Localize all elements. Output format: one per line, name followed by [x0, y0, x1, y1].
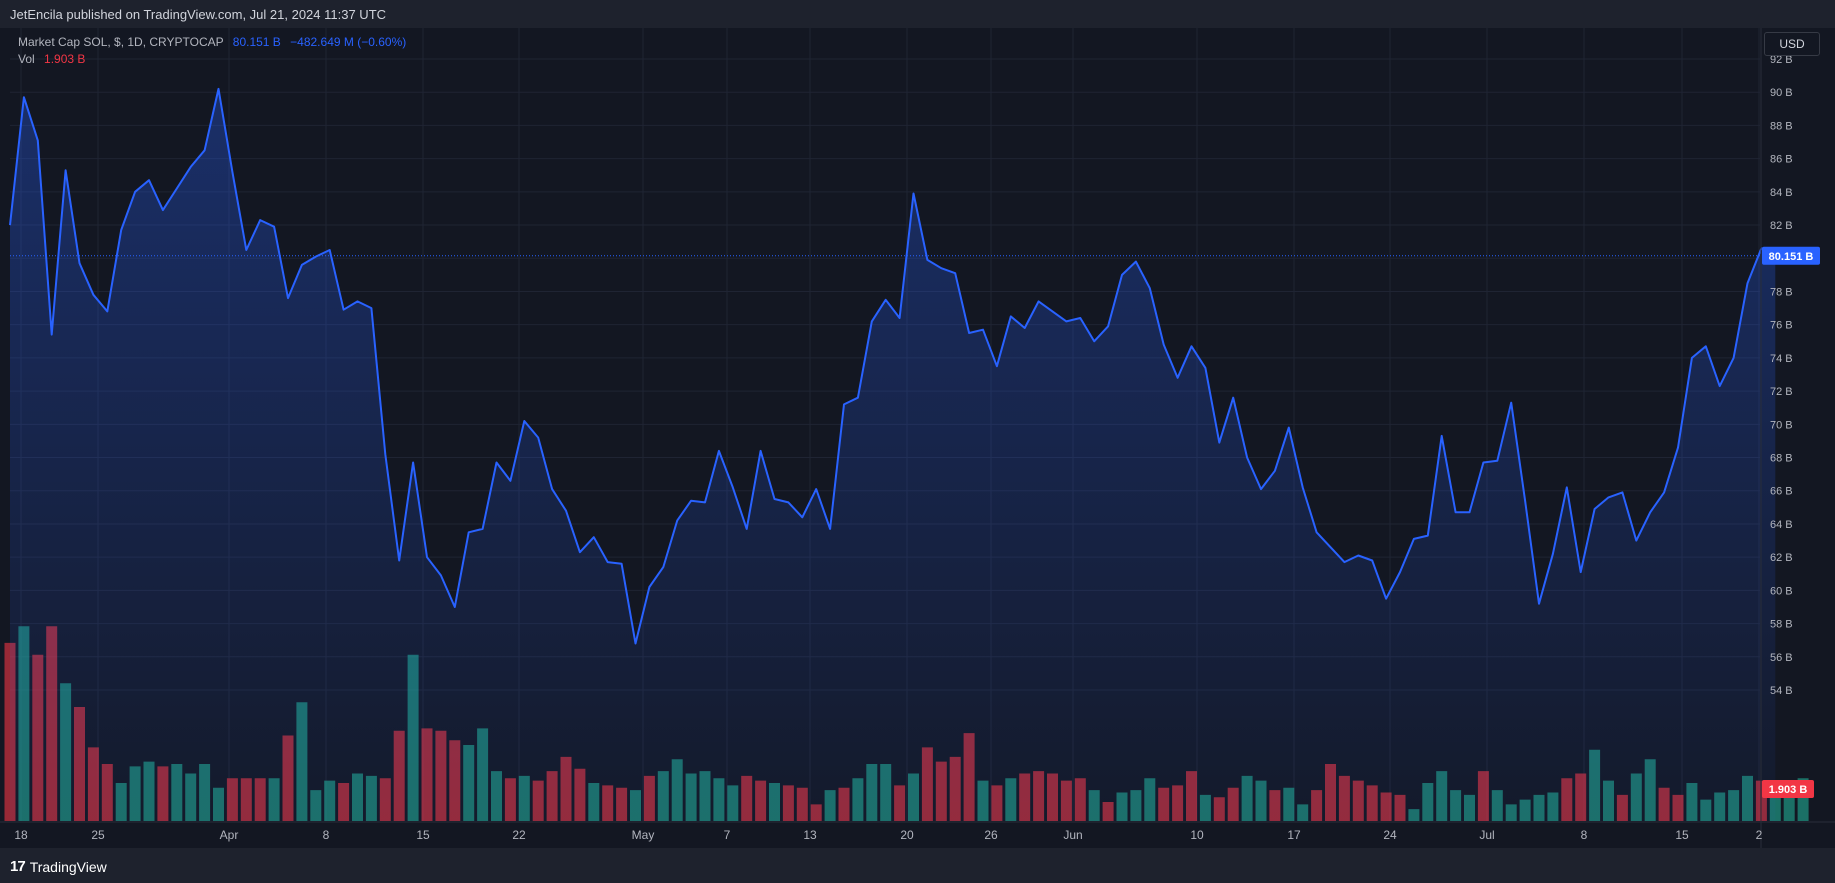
x-tick-label: 17 — [1287, 828, 1301, 842]
x-tick-label: Apr — [220, 828, 239, 842]
x-tick-label: Jul — [1479, 828, 1494, 842]
y-tick-label: 84 B — [1770, 187, 1793, 199]
y-tick-label: 90 B — [1770, 87, 1793, 99]
y-tick-label: 82 B — [1770, 220, 1793, 232]
y-tick-label: 68 B — [1770, 453, 1793, 465]
brand-name[interactable]: TradingView — [29, 858, 107, 875]
price-line — [9, 87, 1776, 645]
y-tick-label: 70 B — [1770, 419, 1793, 431]
publish-line: JetEncila published on TradingView.com, … — [10, 6, 387, 22]
legend: Market Cap SOL, $, 1D, CRYPTOCAP 80.151 … — [18, 34, 406, 68]
y-tick-label: 74 B — [1770, 353, 1793, 365]
x-tick-label: 18 — [14, 828, 28, 842]
y-tick-label: 72 B — [1770, 386, 1793, 398]
legend-volume-row: Vol 1.903 B — [18, 51, 406, 68]
y-tick-label: 78 B — [1770, 286, 1793, 298]
volume-bar — [1797, 778, 1809, 821]
x-tick-label: 8 — [1581, 828, 1588, 842]
publish-bar: JetEncila published on TradingView.com, … — [0, 0, 1835, 28]
y-tick-label: 86 B — [1770, 154, 1793, 166]
x-tick-label: 15 — [416, 828, 430, 842]
y-tick-label: 54 B — [1770, 685, 1793, 697]
y-tick-label: 60 B — [1770, 585, 1793, 597]
volume-label[interactable]: Vol — [18, 52, 35, 66]
last-price-badge-bg — [1762, 246, 1820, 265]
x-tick-label: 8 — [323, 828, 330, 842]
y-tick-label: 88 B — [1770, 120, 1793, 132]
currency-button[interactable]: USD — [1764, 32, 1820, 56]
volume-value: 1.903 B — [44, 52, 86, 66]
last-price-badge: 80.151 B — [1769, 251, 1814, 263]
x-tick-label: 25 — [91, 828, 105, 842]
price-chart-svg[interactable]: 92 B90 B88 B86 B84 B82 B80 B78 B76 B74 B… — [0, 28, 1835, 848]
x-tick-label: Jun — [1063, 828, 1082, 842]
volume-bar — [1783, 780, 1795, 821]
x-tick-label: 10 — [1190, 828, 1204, 842]
last-value: 80.151 B — [232, 35, 281, 49]
tradingview-logo-icon[interactable]: 17 — [10, 858, 26, 875]
x-tick-label: 15 — [1675, 828, 1689, 842]
footer: 17 TradingView — [0, 850, 1835, 883]
x-tick-label: 2 — [1756, 828, 1763, 842]
legend-main-row: Market Cap SOL, $, 1D, CRYPTOCAP 80.151 … — [18, 34, 406, 51]
x-tick-label: 26 — [984, 828, 998, 842]
y-tick-label: 64 B — [1770, 519, 1793, 531]
y-tick-label: 76 B — [1770, 320, 1793, 332]
symbol-label[interactable]: Market Cap SOL, $, 1D, CRYPTOCAP — [18, 35, 224, 49]
x-tick-label: 20 — [900, 828, 914, 842]
x-tick-label: 7 — [724, 828, 731, 842]
last-volume-badge: 1.903 B — [1769, 784, 1808, 796]
x-tick-label: 24 — [1383, 828, 1397, 842]
y-tick-label: 62 B — [1770, 552, 1793, 564]
y-tick-label: 56 B — [1770, 652, 1793, 664]
change-value: −482.649 M (−0.60%) — [290, 35, 407, 49]
last-volume-badge-bg — [1762, 780, 1814, 798]
y-tick-label: 66 B — [1770, 486, 1793, 498]
x-tick-label: 13 — [803, 828, 817, 842]
price-area — [10, 88, 1776, 821]
x-tick-label: May — [632, 828, 655, 842]
x-tick-label: 22 — [512, 828, 526, 842]
chart-area[interactable]: 92 B90 B88 B86 B84 B82 B80 B78 B76 B74 B… — [0, 28, 1835, 848]
y-tick-label: 58 B — [1770, 619, 1793, 631]
y-tick-label: 92 B — [1770, 54, 1793, 66]
